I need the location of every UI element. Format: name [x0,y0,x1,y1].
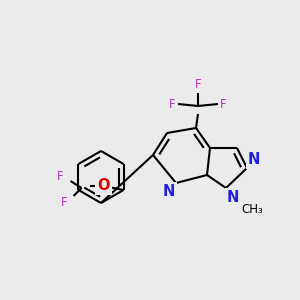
Text: N: N [227,190,239,205]
Text: O: O [97,178,110,193]
Text: F: F [220,98,226,110]
Text: F: F [61,196,68,208]
Text: CH₃: CH₃ [241,203,263,216]
Text: N: N [163,184,175,199]
Text: F: F [57,169,64,182]
Text: F: F [195,78,201,91]
Text: F: F [169,98,176,110]
Text: N: N [248,152,260,167]
